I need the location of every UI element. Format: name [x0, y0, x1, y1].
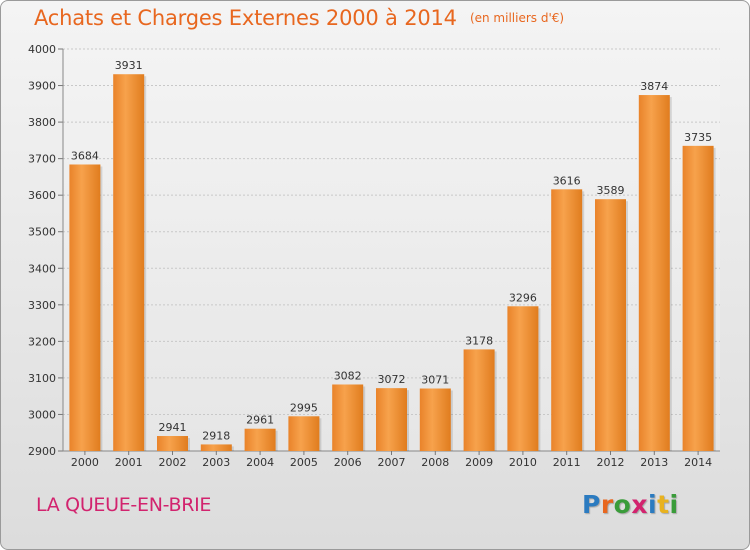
proxiti-logo[interactable]: Proxiti	[582, 490, 679, 519]
data-label: 3616	[553, 174, 581, 187]
data-label: 2918	[202, 429, 230, 442]
y-tick-label: 3700	[28, 153, 56, 166]
data-label: 3684	[71, 149, 99, 162]
y-tick-label: 3600	[28, 189, 56, 202]
bar	[376, 388, 407, 451]
y-tick-label: 3000	[28, 408, 56, 421]
chart-title: Achats et Charges Externes 2000 à 2014	[34, 6, 457, 30]
logo-letter: t	[657, 490, 670, 519]
y-tick-label: 3200	[28, 335, 56, 348]
bar	[595, 199, 626, 451]
logo-letter: i	[669, 490, 679, 519]
bar	[551, 189, 583, 452]
bar	[463, 349, 495, 451]
x-tick-label: 2011	[553, 456, 581, 469]
bar	[244, 428, 276, 451]
x-tick-label: 2010	[509, 456, 537, 469]
data-label: 3296	[509, 291, 537, 304]
bar	[113, 74, 145, 451]
data-label: 2995	[290, 401, 318, 414]
y-tick-label: 3500	[28, 226, 56, 239]
data-label: 3082	[334, 369, 362, 382]
x-tick-label: 2013	[640, 456, 668, 469]
x-tick-label: 2002	[159, 456, 187, 469]
x-tick-label: 2006	[334, 456, 362, 469]
title-row: Achats et Charges Externes 2000 à 2014 (…	[34, 6, 564, 30]
logo-letter: r	[600, 490, 614, 519]
logo-letter: o	[613, 490, 632, 519]
y-tick-label: 3100	[28, 372, 56, 385]
y-tick-label: 3900	[28, 80, 56, 93]
y-tick-label: 3400	[28, 262, 56, 275]
data-label: 3931	[115, 59, 143, 72]
x-tick-label: 2004	[246, 456, 274, 469]
data-label: 3589	[597, 184, 625, 197]
x-tick-label: 2007	[378, 456, 406, 469]
logo-letter: i	[648, 490, 658, 519]
data-label: 3178	[465, 334, 493, 347]
bar	[507, 306, 539, 451]
data-label: 2961	[246, 414, 274, 427]
bar	[157, 436, 188, 451]
commune-name: LA QUEUE-EN-BRIE	[36, 494, 212, 516]
logo-letter: x	[631, 490, 648, 519]
x-tick-label: 2009	[465, 456, 493, 469]
bar	[332, 384, 364, 451]
y-tick-label: 3300	[28, 299, 56, 312]
logo-letter: P	[582, 490, 601, 519]
data-label: 3874	[640, 80, 668, 93]
x-tick-label: 2000	[71, 456, 99, 469]
bar	[682, 145, 714, 451]
data-label: 3072	[378, 373, 406, 386]
data-label: 2941	[159, 421, 187, 434]
bar	[200, 444, 232, 451]
bar	[419, 388, 451, 451]
data-label: 3071	[421, 374, 449, 387]
y-tick-label: 2900	[28, 445, 56, 458]
y-tick-label: 4000	[28, 43, 56, 56]
bar	[638, 95, 670, 451]
chart-subtitle: (en milliers d'€)	[469, 11, 565, 25]
data-label: 3735	[684, 131, 712, 144]
x-tick-label: 2008	[421, 456, 449, 469]
y-tick-label: 3800	[28, 116, 56, 129]
x-tick-label: 2012	[597, 456, 625, 469]
x-tick-label: 2001	[115, 456, 143, 469]
bar	[69, 164, 101, 451]
bar	[288, 416, 320, 451]
x-tick-label: 2014	[684, 456, 712, 469]
x-tick-label: 2003	[202, 456, 230, 469]
x-tick-label: 2005	[290, 456, 318, 469]
